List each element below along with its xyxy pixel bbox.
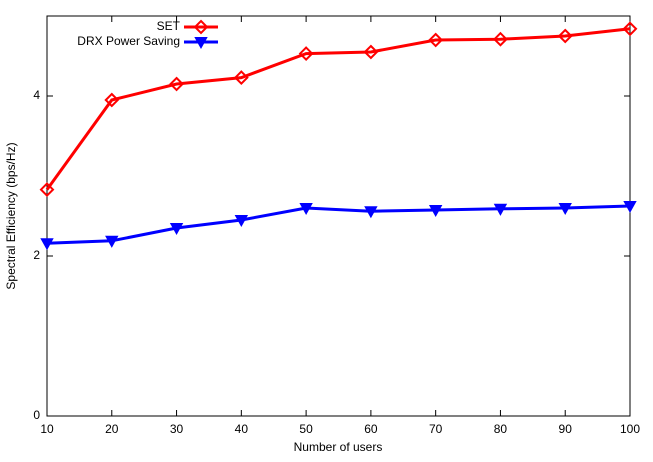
x-tick-label: 40 — [235, 422, 249, 436]
marker — [39, 182, 55, 198]
y-axis-label: Spectral Efficiency (bps/Hz) — [4, 142, 18, 289]
marker — [105, 235, 119, 248]
x-tick-label: 60 — [364, 422, 378, 436]
marker — [169, 223, 184, 236]
x-tick-label: 70 — [429, 422, 443, 436]
plot-frame — [46, 15, 631, 417]
marker — [557, 28, 573, 44]
legend-label: DRX Power Saving — [77, 34, 180, 48]
marker — [428, 205, 443, 218]
y-tick-label: 2 — [33, 248, 40, 262]
marker — [234, 215, 249, 228]
marker — [299, 203, 313, 216]
series-line — [46, 204, 631, 245]
series-line — [45, 27, 631, 191]
marker — [622, 21, 638, 37]
x-axis-label: Number of users — [294, 440, 383, 454]
legend-label: SET — [157, 19, 181, 33]
marker — [558, 203, 572, 216]
x-tick-label: 50 — [299, 422, 313, 436]
x-tick-label: 10 — [40, 422, 54, 436]
marker — [428, 32, 444, 48]
marker — [493, 203, 508, 216]
marker — [194, 37, 208, 50]
x-tick-label: 30 — [170, 422, 184, 436]
x-tick-label: 80 — [494, 422, 508, 436]
marker — [169, 76, 184, 92]
marker — [298, 46, 314, 62]
marker — [40, 238, 54, 251]
marker — [104, 92, 120, 108]
marker — [193, 19, 209, 35]
y-tick-label: 0 — [33, 408, 40, 422]
x-tick-label: 90 — [559, 422, 573, 436]
x-tick-label: 20 — [105, 422, 119, 436]
marker — [364, 206, 378, 219]
marker — [233, 70, 249, 86]
y-tick-label: 4 — [33, 88, 40, 102]
marker — [623, 201, 637, 214]
x-tick-label: 100 — [620, 422, 640, 436]
marker — [493, 31, 508, 47]
marker — [363, 44, 379, 60]
